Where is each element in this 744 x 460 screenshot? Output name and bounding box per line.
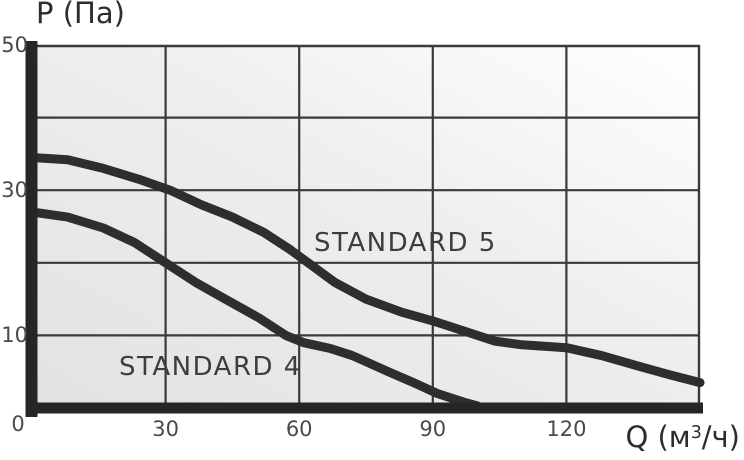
y-tick-50: 50: [1, 33, 28, 57]
x-tick-90: 90: [419, 417, 447, 441]
x-tick-30: 30: [152, 417, 179, 441]
x-tick-120: 120: [546, 417, 587, 441]
y-tick-30: 30: [1, 178, 28, 203]
origin-tick-0: 0: [11, 412, 25, 436]
x-axis-title: Q (м3/ч): [625, 420, 740, 454]
x-axis-title-sup: 3: [690, 423, 702, 443]
y-tick-10: 10: [1, 323, 28, 348]
curve-label-standard-4: STANDARD 4: [119, 352, 302, 382]
curve-label-standard-5: STANDARD 5: [314, 228, 497, 258]
x-tick-60: 60: [285, 417, 313, 441]
x-axis-title-pre: Q (м: [625, 420, 691, 454]
x-axis-title-post: /ч): [701, 420, 740, 454]
y-axis-title: P (Па): [36, 0, 125, 30]
